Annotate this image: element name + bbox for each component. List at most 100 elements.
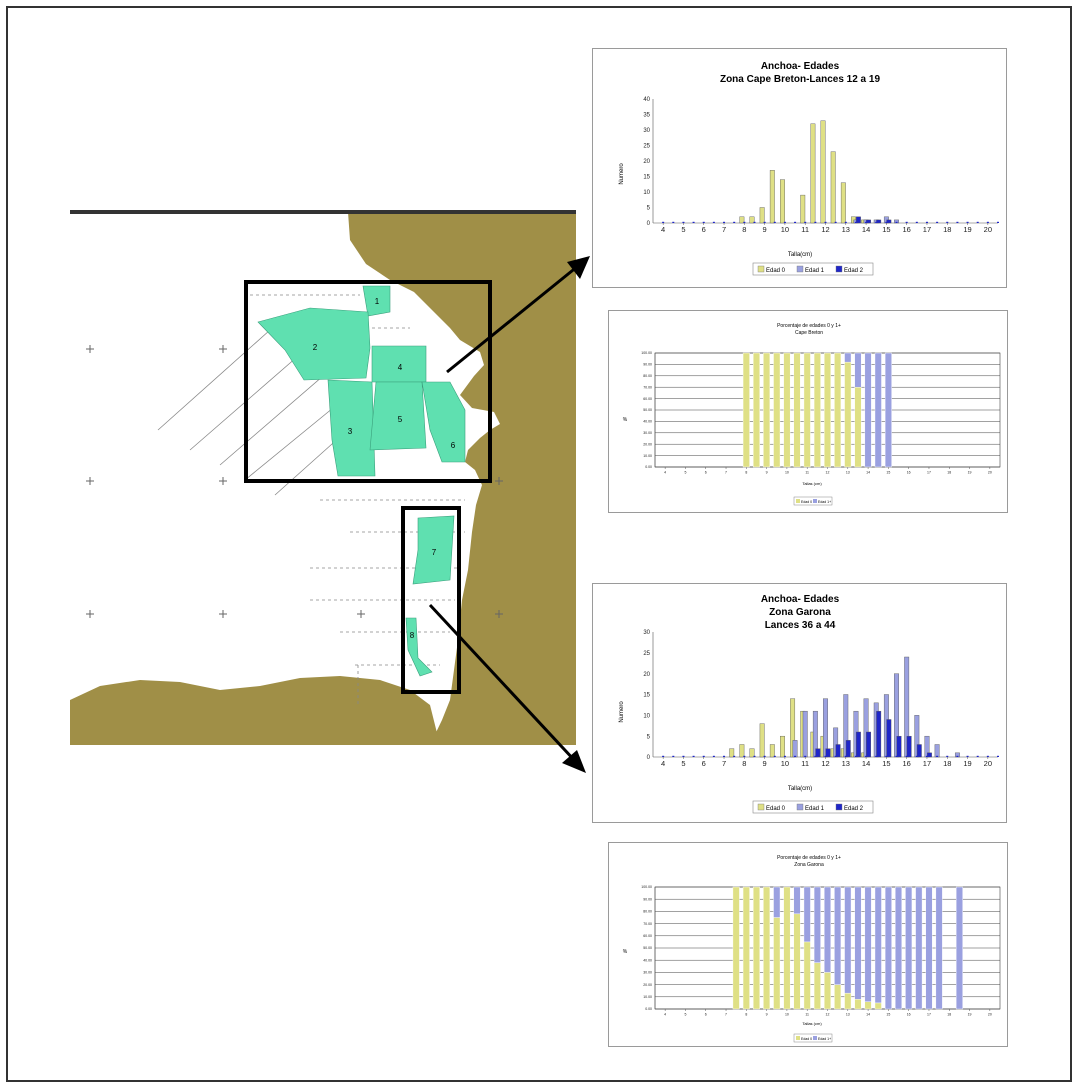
zone-labels: 1 2 3 4 5 6 7 8 [313,297,456,640]
bar-edad-2 [906,735,912,758]
chart-cape-breton-percent-svg: Porcentaje de edades 0 y 1+ Cape Breton … [623,323,1001,506]
y-tick-label: 50.00 [643,946,652,950]
x-tick-label: 14 [866,1013,870,1017]
y-tick-label: 90.00 [643,897,652,901]
x-tick-label: 4 [664,1013,666,1017]
x-tick-label: 9 [766,1013,768,1017]
chart-cape-breton-ages: Anchoa- Edades Zona Cape Breton-Lances 1… [592,48,1007,288]
zero-marker [986,221,989,223]
x-tick-label: 8 [742,759,746,768]
zero-marker [997,221,999,223]
zero-marker [946,755,949,757]
bar-edad-1- [813,886,821,963]
zero-marker [794,221,797,223]
zero-marker [885,221,888,223]
zero-marker [875,221,878,223]
bar-edad-0 [803,352,811,468]
bar-edad-1- [874,352,882,468]
y-tick-label: 100.00 [641,351,652,355]
zero-marker [956,755,959,757]
bar-edad-0 [854,386,862,468]
bar-edad-0 [753,886,760,1010]
y-tick-label: 40.00 [643,420,652,424]
chart-title: Porcentaje de edades 0 y 1+ [777,323,841,329]
x-tick-label: 12 [826,1013,830,1017]
bar-edad-0 [749,216,755,224]
x-tick-label: 18 [943,225,951,234]
zero-marker [753,755,756,757]
bar-edad-0 [813,352,821,468]
bar-edad-0 [813,962,821,1010]
x-tick-label: 13 [846,471,850,475]
bar-edad-1- [773,886,781,918]
bar-edad-2 [815,748,821,758]
bar-edad-0 [810,123,816,224]
bar-edad-1- [854,886,862,1000]
bar-edad-0 [824,972,831,1010]
legend: Edad 0 Edad 1+ [793,496,833,506]
y-tick-label: 10 [643,713,650,719]
bar-edad-0 [739,744,745,758]
bar-edad-1- [935,886,943,1010]
zone-label-8: 8 [410,631,415,640]
legend-edad1: Edad 1 [805,806,825,812]
chart-cape-breton-percent: Porcentaje de edades 0 y 1+ Cape Breton … [608,310,1008,513]
x-tick-label: 14 [862,225,870,234]
bar-edad-0 [793,352,801,468]
bar-edad-0 [749,748,755,758]
bar-edad-1- [925,886,933,1010]
chart-title: Porcentaje de edades 0 y 1+ [777,855,841,861]
x-tick-label: 17 [927,471,931,475]
y-axis-label: Numero [619,163,625,185]
bar-edad-0 [834,352,842,468]
x-tick-label: 7 [722,759,726,768]
cape-breton-area-frame [244,280,492,483]
y-tick-label: 50.00 [643,408,652,412]
zone-3 [327,379,376,477]
legend-swatch-edad0 [796,499,800,503]
bar-edad-0 [803,941,811,1010]
zero-marker [692,221,695,223]
bar-edad-0 [830,151,836,224]
x-tick-label: 8 [745,1013,747,1017]
x-tick-label: 8 [742,225,746,234]
chart-garona-percent-svg: Porcentaje de edades 0 y 1+ Zona Garona … [623,855,1001,1043]
zero-marker [854,755,857,757]
legend: Edad 0 Edad 1 Edad 2 [752,262,874,276]
bar-edad-0 [780,179,785,224]
zero-marker [733,755,736,757]
legend-swatch-edad1 [796,803,804,811]
x-tick-label: 9 [766,471,768,475]
bar-edad-2 [866,731,871,758]
y-tick-label: 25 [643,144,650,150]
zero-marker [712,755,715,757]
x-tick-label: 16 [907,471,911,475]
zero-marker [844,221,847,223]
zero-marker [936,221,939,223]
x-tick-label: 15 [886,1013,890,1017]
y-tick-label: 0 [647,221,651,227]
legend-edad1plus: Edad 1+ [818,500,831,504]
chart-garona-ages-svg: Anchoa- Edades Zona Garona Lances 36 a 4… [619,594,999,814]
chart-title: Anchoa- Edades [761,61,840,72]
bar-edad-1- [884,352,892,468]
zone-label-6: 6 [451,441,456,450]
x-tick-label: 10 [781,759,789,768]
x-tick-label: 10 [785,471,789,475]
x-tick-label: 20 [984,225,992,234]
x-axis-label: Tallas (cm) [802,481,822,486]
chart-subtitle: Zona Garona [769,607,831,618]
bar-edad-0 [769,744,775,758]
bar-edad-0 [840,182,846,224]
chart-subtitle-2: Lances 36 a 44 [765,620,836,631]
bar-edad-0 [864,1001,872,1010]
bar-edad-0 [793,913,801,1010]
bars [732,886,963,1010]
chart-cape-breton-ages-svg: Anchoa- Edades Zona Cape Breton-Lances 1… [619,61,999,276]
bar-edad-2 [896,735,902,758]
y-tick-label: 80.00 [643,374,652,378]
zero-marker [925,221,928,223]
zone-label-5: 5 [398,415,403,424]
x-tick-label: 5 [684,471,686,475]
x-tick-label: 11 [805,1013,809,1017]
